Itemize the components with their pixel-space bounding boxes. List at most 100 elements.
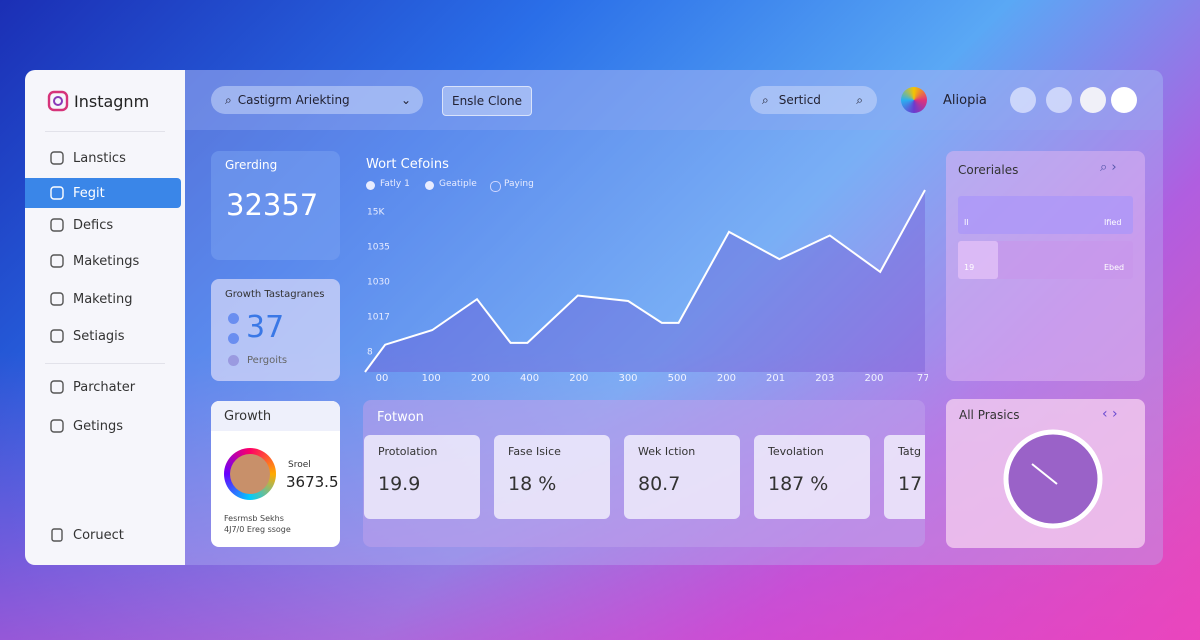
gauge (1003, 429, 1103, 529)
card-label: Growth Tastagranes (225, 289, 325, 300)
nav-label: Parchater (73, 379, 136, 395)
card-line: 4J7/0 Ereg ssoge (224, 525, 291, 534)
pager[interactable]: ‹ › (1102, 406, 1118, 422)
legend-dot (366, 181, 375, 190)
metric-value: 17 (898, 473, 923, 495)
icon-button[interactable] (1046, 87, 1072, 113)
brand: Instagnm (74, 92, 150, 111)
nav-icon (50, 380, 64, 394)
nav-label: Lanstics (73, 150, 126, 166)
card-small: Sroel (288, 460, 311, 470)
x-axis-label: 200 (471, 373, 490, 384)
legend-dot (490, 181, 501, 192)
panel-title: Coreriales (958, 163, 1019, 177)
card-header (211, 401, 340, 431)
card-value: 37 (246, 310, 285, 345)
x-axis-label: 100 (422, 373, 441, 384)
nav-label: Coruect (73, 527, 124, 543)
nav-label: Setiagis (73, 328, 125, 344)
dot (228, 333, 239, 344)
category-cell: 19 (964, 263, 975, 272)
profile-photo (224, 448, 276, 500)
x-axis-label: 200 (569, 373, 588, 384)
nav-item[interactable]: Setiagis (25, 321, 181, 351)
nav-item[interactable]: Fegit (25, 178, 181, 208)
category-cell: Ebed (1104, 263, 1125, 272)
nav-label: Getings (73, 418, 124, 434)
nav-item[interactable]: Lanstics (25, 143, 181, 173)
metric-label: Protolation (378, 445, 438, 458)
search-text: Castigrm Ariekting (237, 93, 350, 107)
nav-icon (50, 151, 64, 165)
nav-item[interactable]: Coruect (25, 520, 181, 550)
nav-icon (50, 419, 64, 433)
card-line: Fesrmsb Sekhs (224, 514, 284, 523)
icon-button[interactable] (1010, 87, 1036, 113)
card-value: 32357 (226, 188, 319, 222)
x-axis-label: 200 (717, 373, 736, 384)
legend-dot (425, 181, 434, 190)
y-axis-label: 15K (367, 208, 385, 218)
line-chart: 15K 1035 1030 1017 8 00 100 200 400 200 300 500 200 2… (364, 189, 928, 384)
nav-icon (50, 186, 64, 200)
dot (228, 355, 239, 366)
icon-button[interactable] (1080, 87, 1106, 113)
card-note: Pergoits (247, 355, 288, 366)
y-axis-label: 8 (367, 348, 373, 358)
button[interactable]: Ensle Clone (442, 86, 532, 116)
metric-card: Fase Isice 18 % (494, 435, 610, 519)
legend-label: Geatiple (439, 179, 477, 189)
metric-label: Fase Isice (508, 445, 561, 458)
icon-button[interactable] (1111, 87, 1137, 113)
nav-icon (50, 292, 64, 306)
category-bar (958, 241, 998, 279)
line-area (365, 190, 925, 372)
nav-item[interactable]: Defics (25, 210, 181, 240)
x-axis-label: 203 (815, 373, 834, 384)
nav-item[interactable]: Maketings (25, 246, 181, 276)
category-cell: Il (964, 218, 969, 227)
user-name: Aliopia (943, 93, 987, 108)
nav-label: Maketings (73, 253, 140, 269)
category-row (958, 196, 1133, 234)
nav-item[interactable]: Getings (25, 411, 181, 441)
metric-value: 187 % (768, 473, 829, 495)
nav-icon (50, 218, 64, 232)
x-axis-label: 400 (520, 373, 539, 384)
panel-title: Fotwon (377, 410, 424, 425)
x-axis-label: 200 (864, 373, 883, 384)
metric-row: Protolation 19.9 Fase Isice 18 % Wek Iction 8… (363, 0, 925, 640)
y-axis-label: 1035 (367, 243, 390, 253)
nav-label: Defics (73, 217, 114, 233)
x-axis-label: 00 (376, 373, 389, 384)
chart-title: Wort Cefoins (366, 157, 449, 172)
panel-title: All Prasics (959, 408, 1020, 422)
nav-item[interactable]: Maketing (25, 284, 181, 314)
divider (45, 363, 165, 364)
nav-item[interactable]: Parchater (25, 372, 181, 402)
card (211, 151, 340, 260)
line (364, 189, 926, 373)
metric-label: Tevolation (768, 445, 824, 458)
metric-value: 19.9 (378, 473, 421, 495)
metric-card: Wek Iction 80.7 (624, 435, 740, 519)
metric-label: Tatg (898, 445, 921, 458)
button-label: Ensle Clone (451, 94, 522, 108)
legend-label: Paying (504, 179, 534, 189)
y-axis-label: 1017 (367, 313, 390, 323)
search-box[interactable]: ⌕ Serticd ⌕ (750, 86, 877, 114)
metric-card: Tatg 17 (884, 435, 925, 519)
metric-value: 80.7 (638, 473, 681, 495)
nav-icon (50, 329, 64, 343)
nav-label: Fegit (73, 185, 105, 201)
card-label: Grerding (225, 158, 278, 172)
category-cell: Ified (1104, 218, 1122, 227)
card-title: Growth (224, 409, 272, 424)
metric-card: Protolation 19.9 (364, 435, 480, 519)
search-box[interactable]: ⌕ Castigrm Ariekting ⌄ (211, 86, 423, 114)
metric-card: Tevolation 187 % (754, 435, 870, 519)
search-text: Serticd (778, 93, 821, 107)
icon[interactable]: ⌕ › (1100, 160, 1117, 175)
avatar[interactable] (901, 87, 927, 113)
metric-label: Wek Iction (638, 445, 696, 458)
